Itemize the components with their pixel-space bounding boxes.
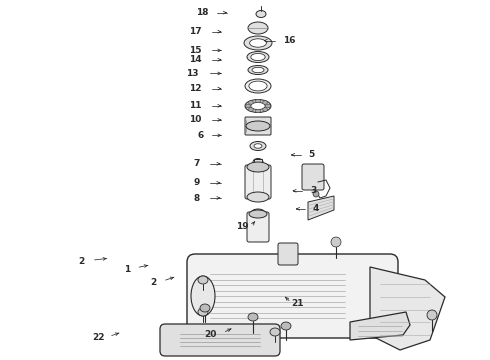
Ellipse shape (244, 36, 272, 50)
Ellipse shape (248, 66, 268, 75)
Text: 1: 1 (124, 265, 130, 274)
FancyBboxPatch shape (247, 212, 269, 242)
Ellipse shape (250, 141, 266, 150)
Text: 4: 4 (313, 204, 319, 213)
Ellipse shape (263, 101, 268, 104)
Ellipse shape (255, 99, 261, 103)
Text: 15: 15 (189, 46, 202, 55)
Ellipse shape (254, 144, 262, 148)
Text: 12: 12 (189, 84, 202, 93)
Ellipse shape (191, 276, 215, 316)
Text: 21: 21 (292, 299, 304, 307)
Ellipse shape (249, 81, 267, 91)
Ellipse shape (252, 67, 264, 73)
Ellipse shape (263, 108, 268, 111)
Ellipse shape (253, 158, 263, 166)
Text: 22: 22 (92, 333, 104, 342)
Text: 7: 7 (194, 159, 200, 168)
Ellipse shape (331, 237, 341, 247)
FancyBboxPatch shape (245, 117, 271, 135)
Text: 14: 14 (189, 55, 202, 64)
Ellipse shape (247, 192, 269, 202)
Ellipse shape (245, 104, 250, 108)
FancyBboxPatch shape (302, 164, 324, 190)
Ellipse shape (198, 276, 208, 284)
Ellipse shape (266, 104, 270, 108)
Text: 16: 16 (283, 36, 296, 45)
Text: 2: 2 (78, 256, 85, 266)
Ellipse shape (248, 313, 258, 321)
Text: 8: 8 (194, 194, 200, 203)
Ellipse shape (248, 108, 253, 111)
Ellipse shape (313, 191, 319, 197)
Text: 20: 20 (205, 330, 217, 339)
Ellipse shape (246, 121, 270, 131)
Text: 3: 3 (310, 186, 317, 195)
Ellipse shape (248, 101, 253, 104)
Text: 11: 11 (189, 102, 202, 111)
Ellipse shape (254, 211, 262, 215)
Polygon shape (370, 267, 445, 350)
Ellipse shape (249, 210, 267, 218)
Text: 9: 9 (194, 179, 200, 188)
Ellipse shape (255, 109, 261, 113)
Ellipse shape (247, 51, 269, 63)
Ellipse shape (281, 322, 291, 330)
Ellipse shape (245, 99, 271, 113)
FancyBboxPatch shape (278, 243, 298, 265)
Ellipse shape (251, 209, 265, 217)
Ellipse shape (251, 103, 265, 109)
Ellipse shape (427, 310, 437, 320)
Ellipse shape (251, 53, 265, 60)
Ellipse shape (245, 79, 271, 93)
Ellipse shape (256, 10, 266, 18)
Text: 2: 2 (150, 278, 157, 287)
FancyBboxPatch shape (160, 324, 280, 356)
Ellipse shape (200, 304, 210, 312)
Text: 5: 5 (309, 150, 315, 159)
Text: 13: 13 (186, 69, 199, 78)
FancyBboxPatch shape (187, 254, 398, 338)
Text: 10: 10 (190, 115, 202, 125)
Text: 17: 17 (189, 27, 202, 36)
Ellipse shape (270, 328, 280, 336)
FancyBboxPatch shape (254, 159, 262, 165)
Ellipse shape (247, 162, 269, 172)
Ellipse shape (248, 22, 268, 34)
Ellipse shape (198, 308, 208, 316)
Polygon shape (350, 312, 410, 340)
Text: 19: 19 (236, 222, 249, 231)
Text: 18: 18 (196, 8, 208, 17)
FancyBboxPatch shape (245, 165, 271, 199)
Text: 6: 6 (197, 131, 204, 140)
Ellipse shape (249, 39, 267, 47)
Polygon shape (308, 196, 334, 220)
